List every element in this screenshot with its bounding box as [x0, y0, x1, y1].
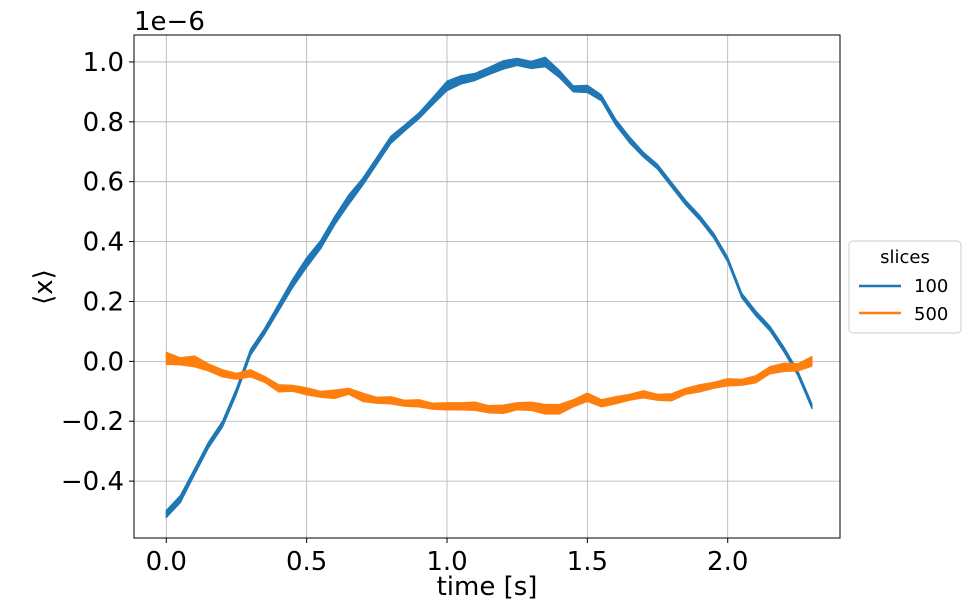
x-axis-label: time [s] [437, 572, 538, 602]
x-tick-label: 0.5 [286, 547, 327, 577]
legend: slices 100 500 [848, 240, 962, 334]
grid [134, 35, 840, 538]
series-line-100 [165, 60, 813, 515]
x-tick-label: 2.0 [707, 547, 748, 577]
y-tick-label: 0.2 [83, 287, 124, 317]
series-line-500 [166, 357, 813, 411]
y-tick-label: −0.2 [61, 407, 124, 437]
x-axis-ticks: 0.0 0.5 1.0 1.5 2.0 [146, 538, 748, 577]
x-tick-label: 1.5 [567, 547, 608, 577]
offset-label: 1e−6 [134, 7, 205, 37]
y-tick-label: 0.6 [83, 168, 124, 198]
series-layer [165, 56, 813, 519]
plot-frame [133, 34, 841, 539]
y-tick-label: 0.0 [83, 347, 124, 377]
series-band-500 [165, 351, 813, 415]
y-axis-label: ⟨x⟩ [29, 269, 59, 305]
legend-title: slices [880, 247, 930, 268]
y-tick-label: 1.0 [83, 48, 124, 78]
y-tick-label: −0.4 [61, 467, 124, 497]
y-axis-ticks: −0.4 −0.2 0.0 0.2 0.4 0.6 0.8 1.0 [61, 48, 134, 497]
series-band-100 [165, 56, 813, 519]
y-tick-label: 0.4 [83, 228, 124, 258]
x-tick-label: 0.0 [146, 547, 187, 577]
legend-entry-500: 500 [914, 304, 948, 325]
legend-box [848, 240, 962, 334]
legend-entry-100: 100 [914, 276, 948, 297]
y-tick-label: 0.8 [83, 108, 124, 138]
x-tick-label: 1.0 [426, 547, 467, 577]
